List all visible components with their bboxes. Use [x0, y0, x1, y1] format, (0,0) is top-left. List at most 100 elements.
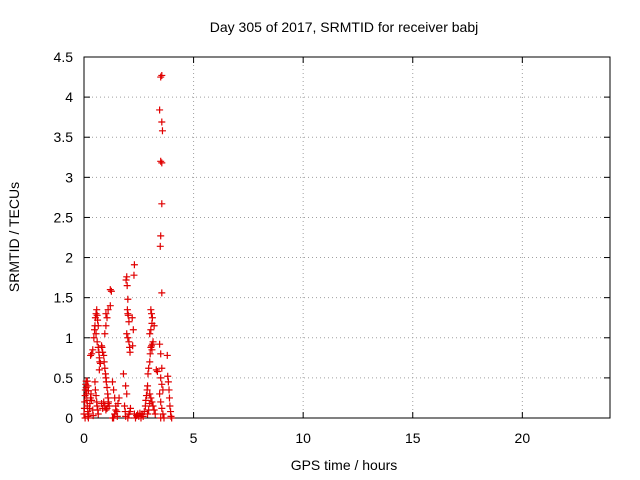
- data-point: [101, 330, 109, 338]
- data-point: [146, 330, 154, 338]
- data-point: [89, 346, 97, 354]
- data-point: [102, 406, 110, 414]
- data-point: [98, 400, 106, 408]
- data-point: [144, 410, 152, 418]
- chart-title: Day 305 of 2017, SRMTID for receiver bab…: [210, 19, 478, 35]
- data-point: [146, 358, 154, 366]
- data-point: [101, 364, 109, 372]
- data-point: [103, 314, 111, 322]
- data-point: [122, 276, 130, 284]
- y-tick-label: 2: [65, 250, 73, 266]
- data-point: [158, 289, 166, 297]
- data-point: [124, 414, 132, 422]
- data-point: [167, 412, 175, 420]
- data-point: [158, 118, 166, 126]
- data-point: [157, 232, 165, 240]
- data-point: [158, 404, 166, 412]
- data-point: [156, 242, 164, 250]
- data-point: [163, 351, 171, 359]
- data-point: [106, 302, 114, 310]
- data-point: [164, 372, 172, 380]
- data-point: [158, 380, 166, 388]
- data-point: [99, 348, 107, 356]
- data-point: [92, 310, 100, 318]
- data-point: [94, 410, 102, 418]
- data-point: [153, 367, 161, 375]
- data-point: [124, 334, 132, 342]
- data-point: [165, 386, 173, 394]
- data-point: [103, 384, 111, 392]
- data-point: [130, 261, 138, 269]
- x-tick-label: 5: [190, 430, 198, 446]
- data-point: [147, 306, 155, 314]
- data-point: [145, 406, 153, 414]
- x-axis-title: GPS time / hours: [291, 457, 398, 473]
- data-point: [151, 410, 159, 418]
- x-tick-label: 10: [295, 430, 311, 446]
- data-point: [156, 390, 164, 398]
- data-point: [146, 400, 154, 408]
- data-point: [88, 350, 96, 358]
- data-point: [111, 410, 119, 418]
- data-point: [93, 402, 101, 410]
- data-point: [129, 342, 137, 350]
- y-tick-label: 0: [65, 410, 73, 426]
- y-tick-label: 1.5: [54, 290, 74, 306]
- data-point: [110, 414, 118, 422]
- data-point: [98, 343, 106, 351]
- data-point: [89, 412, 97, 420]
- data-point: [88, 396, 96, 404]
- data-point: [102, 310, 110, 318]
- data-point: [156, 106, 164, 114]
- data-point: [91, 378, 99, 386]
- data-point: [124, 295, 132, 303]
- data-point: [158, 71, 166, 79]
- data-point: [124, 311, 132, 319]
- data-point: [121, 402, 129, 410]
- data-point: [159, 410, 167, 418]
- data-point: [157, 374, 165, 382]
- data-point: [122, 382, 130, 390]
- data-point: [123, 282, 131, 290]
- data-point: [112, 406, 120, 414]
- data-point: [130, 271, 138, 279]
- data-point: [156, 340, 164, 348]
- data-point: [168, 414, 176, 422]
- data-point: [146, 350, 154, 358]
- plot-frame: [83, 56, 611, 419]
- data-point: [90, 334, 98, 342]
- data-point: [150, 322, 158, 330]
- data-point: [146, 390, 154, 398]
- data-point: [159, 386, 167, 394]
- data-point: [96, 359, 104, 367]
- y-tick-label: 1: [65, 330, 73, 346]
- x-tick-label: 0: [80, 430, 88, 446]
- data-point: [85, 410, 93, 418]
- data-point: [165, 394, 173, 402]
- data-point: [119, 370, 127, 378]
- y-tick-label: 0.5: [54, 370, 74, 386]
- data-point: [157, 398, 165, 406]
- data-point: [157, 414, 165, 422]
- data-point: [144, 382, 152, 390]
- data-point: [128, 314, 136, 322]
- data-point: [92, 392, 100, 400]
- data-point: [158, 159, 166, 167]
- data-point: [157, 350, 165, 358]
- data-point: [157, 157, 165, 165]
- x-tick-label: 15: [405, 430, 421, 446]
- data-point: [123, 330, 131, 338]
- data-point: [148, 314, 156, 322]
- data-point: [152, 366, 160, 374]
- y-tick-label: 3: [65, 169, 73, 185]
- data-point: [145, 364, 153, 372]
- data-point: [142, 392, 150, 400]
- y-tick-label: 4.5: [54, 49, 74, 65]
- data-point: [147, 326, 155, 334]
- data-point: [106, 286, 114, 294]
- data-point: [142, 396, 150, 404]
- data-point: [125, 338, 133, 346]
- data-point: [102, 378, 110, 386]
- data-point: [158, 200, 166, 208]
